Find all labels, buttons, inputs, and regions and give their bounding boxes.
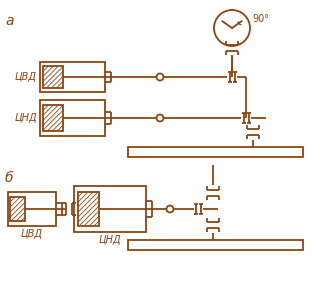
Bar <box>43 105 63 131</box>
Text: ЦНД: ЦНД <box>99 235 121 245</box>
Text: б: б <box>5 171 13 185</box>
Text: ЦНД: ЦНД <box>14 113 37 123</box>
Text: а: а <box>5 14 13 28</box>
Bar <box>40 62 105 92</box>
Bar <box>40 100 105 136</box>
Text: 90°: 90° <box>252 14 269 24</box>
Bar <box>43 66 63 88</box>
Bar <box>78 192 99 225</box>
Text: ЦВД: ЦВД <box>21 229 43 239</box>
Bar <box>10 197 25 221</box>
Bar <box>74 186 146 232</box>
Bar <box>8 192 56 226</box>
Bar <box>128 147 303 157</box>
Text: ЦВД: ЦВД <box>15 72 37 82</box>
Bar <box>128 240 303 250</box>
